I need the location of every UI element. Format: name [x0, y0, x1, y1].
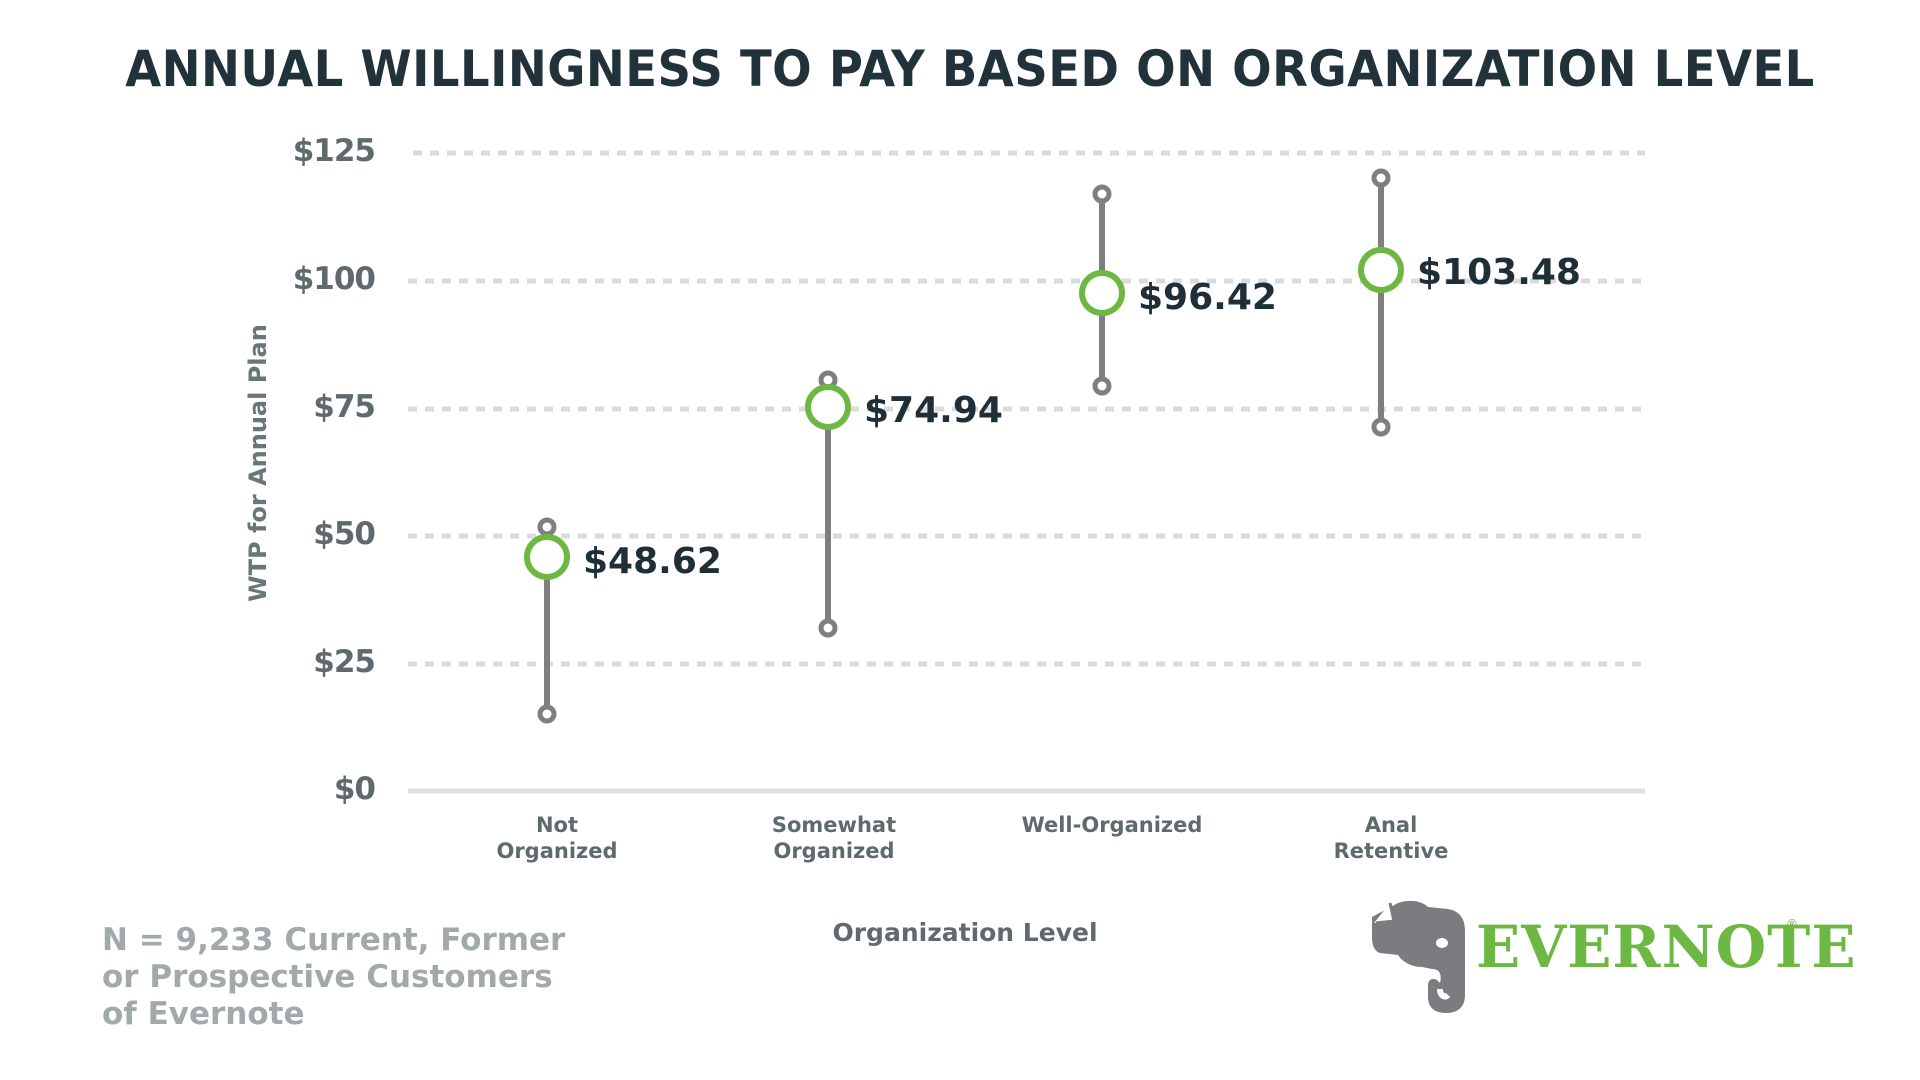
x-tick-line1: Not [535, 813, 579, 837]
x-tick-line2: Organized [773, 839, 895, 863]
whisker-cap-icon [1371, 417, 1391, 437]
value-label-not-organized: $48.62 [583, 541, 722, 582]
x-tick-line1: Anal [1364, 813, 1418, 837]
x-tick-well-organized: Well-Organized [1012, 812, 1212, 838]
range-marker-somewhat-organized: $74.94 [805, 370, 1003, 638]
value-label-anal-retentive: $103.48 [1417, 252, 1581, 293]
mean-marker-icon [1358, 247, 1404, 293]
x-tick-line2: Retentive [1333, 839, 1449, 863]
mean-marker-icon [1079, 270, 1125, 316]
y-tick-75: $75 [313, 389, 376, 425]
elephant-icon [1372, 900, 1465, 1013]
whisker-cap-icon [1092, 376, 1112, 396]
y-tick-25: $25 [313, 644, 376, 680]
value-label-well-organized: $96.42 [1138, 277, 1277, 318]
evernote-logo: EVERNOTE ® [1370, 895, 1856, 1020]
y-tick-50: $50 [313, 516, 376, 552]
mean-marker-icon [524, 534, 570, 580]
evernote-wordmark: EVERNOTE [1476, 913, 1857, 981]
x-tick-line1: Somewhat [771, 813, 897, 837]
whisker-cap-icon [1092, 184, 1112, 204]
x-tick-somewhat-organized: Somewhat Organized [734, 812, 934, 864]
x-tick-line1: Well-Organized [1021, 813, 1203, 837]
y-tick-0: $0 [333, 771, 376, 807]
gridlines [408, 150, 1645, 667]
x-tick-not-organized: Not Organized [457, 812, 657, 864]
y-tick-100: $100 [292, 261, 376, 297]
note-line1: N = 9,233 Current, Former [102, 922, 566, 958]
range-marker-well-organized: $96.42 [1079, 184, 1277, 396]
value-label-somewhat-organized: $74.94 [864, 390, 1003, 431]
mean-marker-icon [805, 384, 851, 430]
whisker-cap-icon [537, 517, 557, 537]
whisker-cap-icon [818, 618, 838, 638]
range-marker-anal-retentive: $103.48 [1358, 168, 1581, 437]
whisker-cap-icon [537, 704, 557, 724]
sample-size-note: N = 9,233 Current, Former or Prospective… [102, 922, 582, 1033]
note-line2: or Prospective Customers [102, 959, 553, 995]
chart-title: ANNUAL WILLINGNESS TO PAY BASED ON ORGAN… [125, 40, 1815, 98]
whisker-cap-icon [1371, 168, 1391, 188]
note-line3: of Evernote [102, 996, 305, 1032]
x-tick-anal-retentive: Anal Retentive [1291, 812, 1491, 864]
registered-mark: ® [1786, 917, 1798, 931]
y-tick-125: $125 [292, 133, 376, 169]
range-marker-not-organized: $48.62 [524, 517, 722, 724]
x-axis-title: Organization Level [832, 918, 1098, 947]
x-tick-line2: Organized [496, 839, 618, 863]
